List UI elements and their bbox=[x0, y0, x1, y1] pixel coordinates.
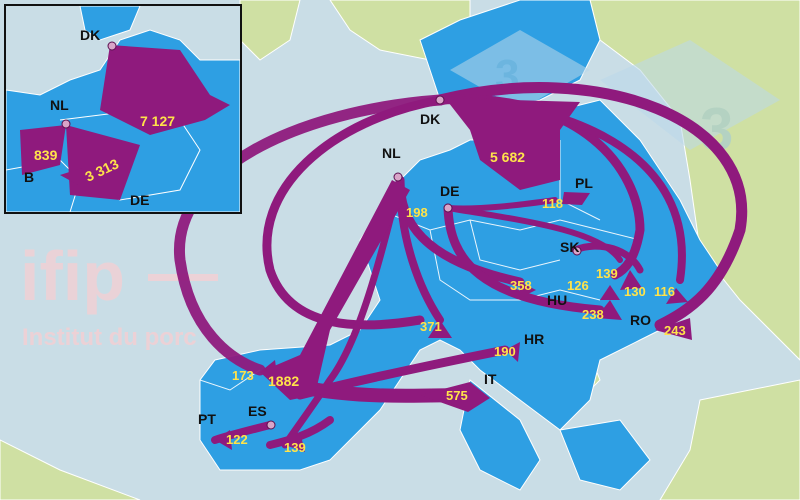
flow-label-de-pl: 118 bbox=[542, 196, 563, 211]
flow-label-dk-hr: 190 bbox=[494, 344, 516, 359]
inset-map: DK NL B DE 7 127 3 313 839 bbox=[4, 4, 242, 214]
inset-label-de: DE bbox=[130, 192, 149, 208]
flow-label-nl-sk: 126 bbox=[567, 278, 589, 293]
inset-label-dk: DK bbox=[80, 27, 100, 43]
flow-label-nl-de: 198 bbox=[406, 205, 428, 220]
node-sk bbox=[572, 246, 582, 256]
label-hu: HU bbox=[547, 292, 567, 308]
label-pt: PT bbox=[198, 411, 216, 427]
flow-label-es-pt: 122 bbox=[226, 432, 248, 447]
label-nl: NL bbox=[382, 145, 401, 161]
flow-label-dk-ro-b: 116 bbox=[654, 284, 675, 299]
flow-label-dk-ro-c: 243 bbox=[664, 323, 686, 338]
country-labels: DK NL DE PL SK HU RO HR IT ES PT bbox=[198, 111, 651, 427]
label-ro: RO bbox=[630, 312, 651, 328]
flow-label-nl-hu: 358 bbox=[510, 278, 532, 293]
flow-arrowheads bbox=[215, 192, 692, 452]
flow-label-nl-es2: 139 bbox=[284, 440, 306, 455]
borders bbox=[199, 140, 641, 391]
watermark-subtitle: Institut du porc bbox=[22, 324, 197, 351]
inset-label-b: B bbox=[24, 169, 34, 185]
flow-label-nl-es: 1882 bbox=[268, 373, 299, 389]
node-dk bbox=[435, 95, 445, 105]
node-de bbox=[443, 203, 453, 213]
flow-wedge-nl-es bbox=[260, 180, 410, 400]
label-es: ES bbox=[248, 403, 267, 419]
flow-label-de-it: 575 bbox=[446, 388, 468, 403]
label-pl: PL bbox=[575, 175, 593, 191]
node-nl bbox=[393, 172, 403, 182]
country-nodes bbox=[266, 95, 582, 430]
flow-label-de-ro: 238 bbox=[582, 307, 604, 322]
node-es bbox=[266, 420, 276, 430]
inset-flow-label-dk-de: 7 127 bbox=[140, 113, 175, 129]
flow-label-dk-ro-a: 130 bbox=[624, 284, 646, 299]
label-hr: HR bbox=[524, 331, 544, 347]
flow-wedge-dk-de bbox=[445, 98, 580, 190]
label-sk: SK bbox=[560, 239, 579, 255]
inset-flow-label-nl-b: 839 bbox=[34, 147, 58, 163]
flow-label-dk-de: 5 682 bbox=[490, 149, 525, 165]
label-it: IT bbox=[484, 371, 497, 387]
watermark-brand: ifip bbox=[20, 237, 125, 315]
label-dk: DK bbox=[420, 111, 440, 127]
flow-label-nl-pt: 173 bbox=[232, 368, 254, 383]
flow-label-dk-sk: 139 bbox=[596, 266, 618, 281]
flow-label-nl-it: 371 bbox=[420, 319, 442, 334]
label-de: DE bbox=[440, 183, 459, 199]
flow-labels: 5 682 118 198 358 126 139 130 116 238 24… bbox=[226, 149, 686, 455]
inset-label-nl: NL bbox=[50, 97, 69, 113]
